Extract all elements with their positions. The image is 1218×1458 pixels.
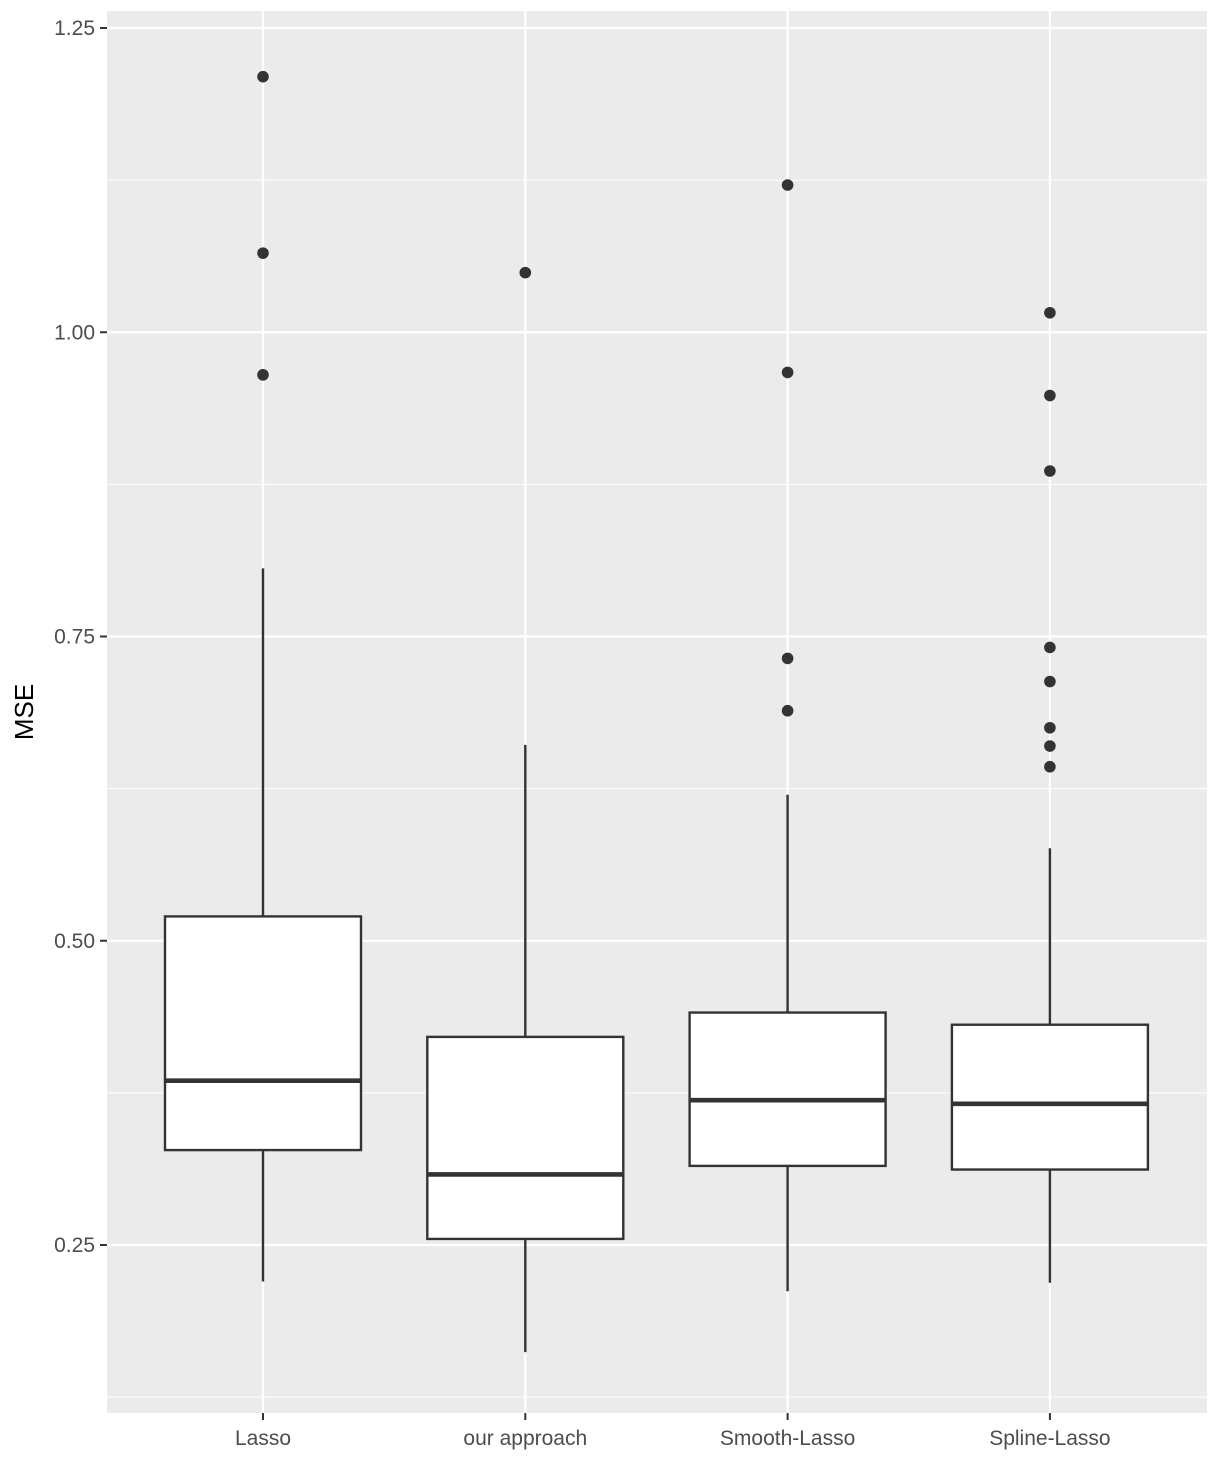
outlier-point-0-0: [257, 70, 269, 83]
boxes: [163, 568, 1150, 1353]
box-iqr-2: [688, 1011, 887, 1168]
outlier-point-3-5: [1044, 721, 1056, 734]
outlier-point-3-3: [1044, 641, 1056, 654]
outlier-point-2-3: [781, 704, 794, 717]
x-axis: Lasso our approach Smooth-Lasso Spline-Lass…: [235, 1413, 1111, 1450]
x-tick-label-3: Spline-Lasso: [989, 1427, 1110, 1450]
y-axis: 0.25 0.50 0.75 1.00 1.25: [54, 17, 107, 1257]
outlier-point-0-2: [257, 369, 269, 381]
outlier-point-3-7: [1044, 760, 1056, 773]
box-iqr-0: [163, 915, 363, 1152]
outlier-point-0-1: [257, 247, 269, 259]
outlier-point-1-0: [519, 266, 532, 279]
box-2: [688, 794, 887, 1292]
y-tick-label-2: 0.75: [54, 626, 95, 649]
panel-background: [107, 11, 1207, 1413]
box-iqr-1: [426, 1035, 625, 1241]
x-tick-label-0: Lasso: [235, 1427, 291, 1450]
box-iqr-3: [950, 1023, 1150, 1171]
box-1: [426, 744, 625, 1353]
box-0: [163, 568, 363, 1282]
outlier-point-3-6: [1044, 740, 1056, 752]
y-axis-title: MSE: [9, 684, 39, 740]
outlier-point-3-0: [1044, 306, 1056, 319]
outlier-point-2-1: [781, 366, 794, 379]
box-3: [950, 848, 1150, 1283]
outlier-point-3-1: [1044, 389, 1056, 402]
outlier-point-2-2: [781, 652, 794, 665]
y-tick-label-1: 0.50: [54, 930, 95, 953]
y-tick-label-3: 1.00: [54, 321, 95, 344]
outlier-point-3-4: [1044, 675, 1056, 688]
outlier-point-3-2: [1044, 465, 1056, 477]
outlier-point-2-0: [781, 179, 794, 191]
y-tick-label-0: 0.25: [54, 1234, 95, 1257]
x-tick-label-1: our approach: [463, 1427, 587, 1450]
y-tick-label-4: 1.25: [54, 17, 95, 40]
x-tick-label-2: Smooth-Lasso: [720, 1427, 855, 1450]
outliers: [257, 70, 1056, 773]
